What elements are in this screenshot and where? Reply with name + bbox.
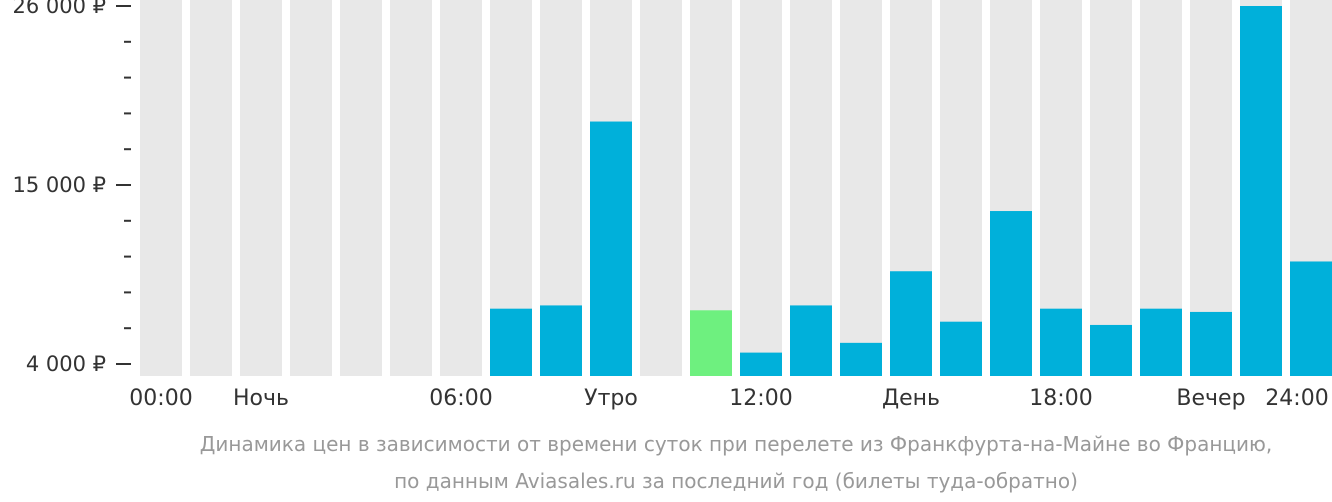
x-tick-label: 12:00 (729, 386, 792, 411)
bar-18 (1040, 308, 1082, 376)
background-bar-02 (240, 0, 282, 376)
background-bar-05 (390, 0, 432, 376)
bar-23 (1290, 261, 1332, 376)
y-axis: 4 000 ₽ 15 000 ₽ 26 000 ₽ (12, 0, 131, 376)
bar-21 (1190, 311, 1232, 376)
background-bar-19 (1090, 0, 1132, 376)
x-tick-label: День (882, 386, 940, 411)
bar-07 (490, 308, 532, 376)
x-tick-label: 06:00 (429, 386, 492, 411)
background-bar-06 (440, 0, 482, 376)
bar-08 (540, 305, 582, 376)
bar-09 (590, 121, 632, 376)
background-bar-14 (840, 0, 882, 376)
y-tick-label: 26 000 ₽ (12, 0, 106, 18)
chart-caption-line-2: по данным Aviasales.ru за последний год … (394, 469, 1078, 493)
x-tick-label: Ночь (233, 386, 289, 411)
y-tick-label: 15 000 ₽ (12, 173, 106, 197)
x-axis: 00:00 Ночь 06:00 Утро 12:00 День 18:00 Вечер 24:… (129, 386, 1328, 411)
background-bar-04 (340, 0, 382, 376)
bar-19 (1090, 324, 1132, 376)
bar-20 (1140, 308, 1182, 376)
background-bar-00 (140, 0, 182, 376)
background-bar-03 (290, 0, 332, 376)
y-tick-label: 4 000 ₽ (26, 352, 106, 376)
bar-22 (1240, 6, 1282, 376)
background-bar-16 (940, 0, 982, 376)
background-bar-12 (740, 0, 782, 376)
bar-12 (740, 352, 782, 376)
chart-caption-line-1: Динамика цен в зависимости от времени су… (200, 432, 1272, 456)
x-tick-label: 18:00 (1029, 386, 1092, 411)
x-tick-label: Вечер (1176, 386, 1245, 411)
x-tick-label: 00:00 (129, 386, 192, 411)
bar-cheapest-11 (690, 310, 732, 376)
bar-17 (990, 211, 1032, 376)
background-bar-01 (190, 0, 232, 376)
data-bars (490, 6, 1332, 376)
bar-13 (790, 305, 832, 376)
x-tick-label: 24:00 (1265, 386, 1328, 411)
bar-14 (840, 342, 882, 376)
background-bar-10 (640, 0, 682, 376)
bar-15 (890, 271, 932, 376)
bar-16 (940, 321, 982, 376)
x-tick-label: Утро (584, 386, 638, 411)
